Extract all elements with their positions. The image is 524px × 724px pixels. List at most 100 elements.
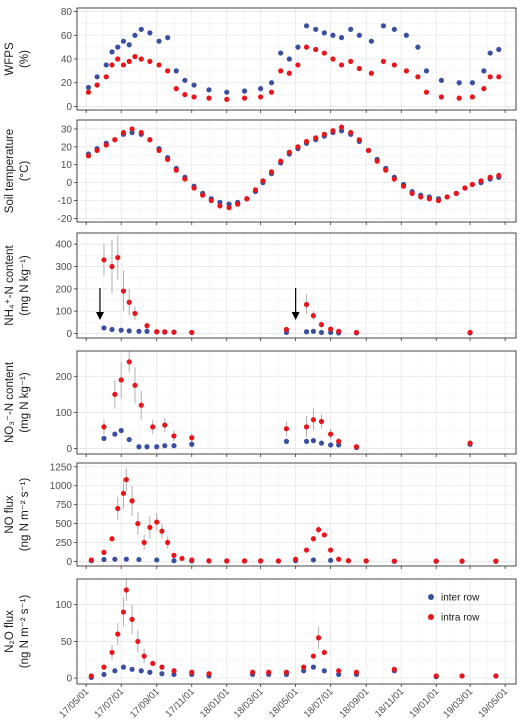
y-tick-label: 0 <box>66 102 72 113</box>
intra-row-point <box>301 664 307 670</box>
intra-row-point <box>173 167 179 173</box>
intra-row-point <box>493 558 499 564</box>
intra-row-point <box>315 527 322 533</box>
intra-row-point <box>206 558 212 564</box>
inter-row-point <box>328 557 334 563</box>
intra-row-point <box>147 524 153 530</box>
intra-row-point <box>132 382 138 388</box>
intra-row-point <box>147 58 153 64</box>
inter-row-point <box>101 671 107 678</box>
intra-row-point <box>241 95 248 101</box>
intra-row-point <box>268 89 275 95</box>
intra-row-point <box>94 82 100 88</box>
x-tick-label: 18/01/01 <box>198 686 232 720</box>
intra-row-point <box>467 440 473 446</box>
inter-row-point <box>310 438 317 444</box>
intra-row-point <box>150 660 156 667</box>
intra-row-point <box>129 126 135 132</box>
x-tick-label: 18/11/01 <box>373 686 406 719</box>
inter-row-point <box>123 556 129 562</box>
intra-row-point <box>138 129 144 136</box>
inter-row-point <box>336 671 342 678</box>
intra-row-point <box>206 671 212 677</box>
intra-row-point <box>120 62 127 68</box>
inter-row-point <box>226 201 232 207</box>
intra-row-point <box>250 669 256 675</box>
y-tick-label: 0 <box>66 178 72 189</box>
intra-row-point <box>217 203 223 209</box>
intra-row-point <box>328 431 334 437</box>
inter-row-point <box>120 38 127 44</box>
inter-row-point <box>126 436 132 443</box>
intra-row-point <box>224 96 230 102</box>
intra-row-point <box>353 444 360 450</box>
intra-row-point <box>353 669 360 675</box>
inter-row-point <box>303 23 310 29</box>
intra-row-point <box>159 528 165 534</box>
intra-row-point <box>94 147 100 154</box>
inter-row-point <box>348 26 354 32</box>
x-tick-label: 18/07/01 <box>302 686 336 720</box>
intra-row-point <box>283 326 290 333</box>
legend-label-intra-row: intra row <box>441 613 480 624</box>
inter-row-point <box>138 26 144 32</box>
intra-row-point <box>313 135 319 141</box>
intra-row-point <box>433 673 439 679</box>
inter-row-point <box>132 32 138 38</box>
inter-row-point <box>224 89 230 95</box>
intra-row-point <box>459 673 465 679</box>
y-tick-label: 50 <box>61 637 73 648</box>
y-tick-label: 0 <box>66 444 72 455</box>
intra-row-point <box>103 74 109 80</box>
intra-row-point <box>426 196 432 202</box>
intra-row-point <box>101 424 107 430</box>
intra-row-point <box>487 74 493 80</box>
intra-row-point <box>380 58 387 64</box>
intra-row-point <box>268 169 275 175</box>
intra-row-point <box>496 172 502 179</box>
intra-row-point <box>469 94 475 100</box>
inter-row-point <box>159 671 165 677</box>
inter-row-point <box>496 46 502 53</box>
y-tick-label: 10 <box>61 160 73 171</box>
intra-row-point <box>156 62 162 68</box>
intra-row-point <box>115 505 121 512</box>
inter-row-point <box>162 443 168 449</box>
intra-row-point <box>444 194 450 200</box>
y-tick-label: 60 <box>61 31 73 42</box>
intra-row-point <box>462 185 468 191</box>
inter-row-point <box>328 442 334 448</box>
y-tick-label: 100 <box>55 307 72 318</box>
y-axis-title-line-1: WFPS <box>4 42 16 76</box>
inter-row-point <box>118 427 124 434</box>
intra-row-point <box>336 438 342 444</box>
panel-border <box>76 232 517 339</box>
intra-row-point <box>112 137 118 143</box>
intra-row-point <box>353 329 360 336</box>
intra-row-point <box>189 435 195 441</box>
intra-row-point <box>438 94 444 100</box>
intra-row-point <box>283 426 290 432</box>
intra-row-point <box>200 192 206 198</box>
intra-row-point <box>435 197 442 204</box>
y-axis-title-line-2: (mg N kg⁻¹) <box>19 372 31 433</box>
intra-row-point <box>241 558 248 564</box>
inter-row-point <box>338 128 345 134</box>
intra-row-point <box>126 359 132 365</box>
inter-row-point <box>156 38 162 44</box>
intra-row-point <box>487 174 493 180</box>
intra-row-point <box>330 56 336 62</box>
intra-row-point <box>112 391 118 397</box>
inter-row-point <box>310 328 317 334</box>
intra-row-point <box>423 89 430 95</box>
y-tick-label: 80 <box>61 7 73 18</box>
inter-row-point <box>303 438 310 444</box>
intra-row-point <box>123 587 129 593</box>
intra-row-point <box>481 86 487 92</box>
y-tick-label: 1250 <box>50 462 73 473</box>
intra-row-point <box>266 669 272 675</box>
intra-row-point <box>162 422 168 428</box>
inter-row-point <box>391 26 397 32</box>
intra-row-point <box>338 124 345 130</box>
